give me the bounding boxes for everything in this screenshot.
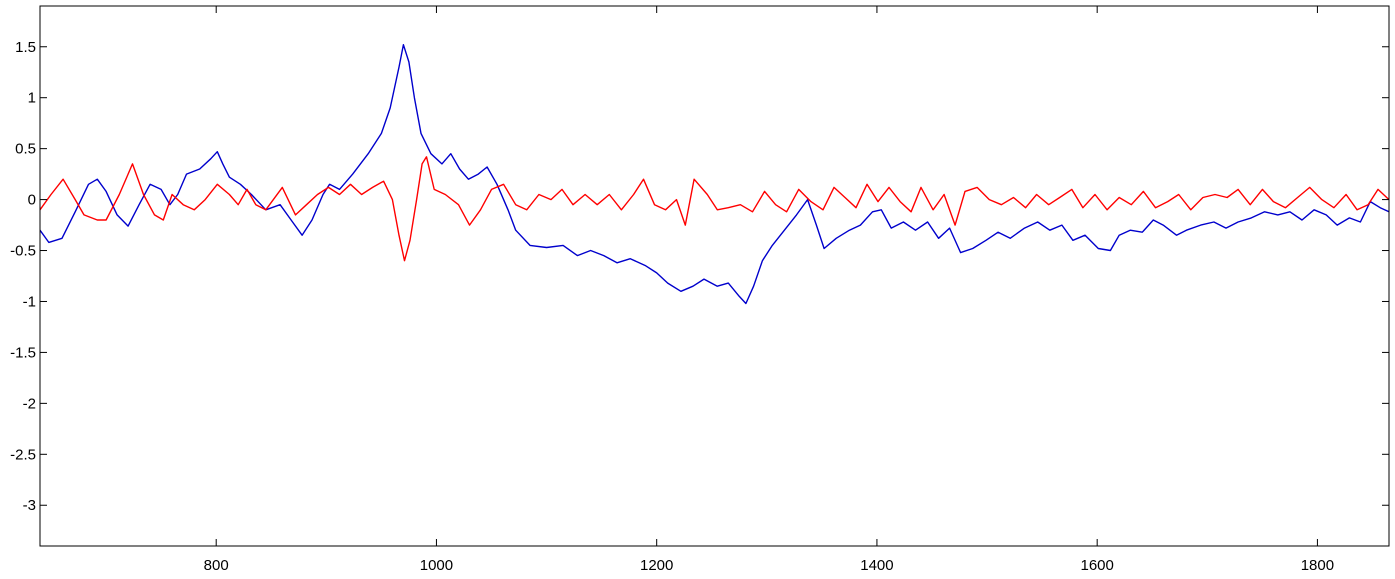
x-tick-label: 1400 (860, 557, 893, 574)
series-line-2 (39, 156, 1390, 262)
y-tick-label: -2 (23, 395, 36, 412)
y-tick-label: -1.5 (10, 344, 36, 361)
y-tick-label: 0.5 (15, 141, 36, 158)
series-layer (39, 44, 1390, 305)
y-tick-label: -0.5 (10, 243, 36, 260)
y-tick-label: -1 (23, 293, 36, 310)
y-tick-label: -3 (23, 497, 36, 514)
y-tick-label: -2.5 (10, 446, 36, 463)
y-tick-label: 0 (28, 192, 36, 209)
x-tick-label: 1000 (420, 557, 453, 574)
series-line-1 (39, 44, 1390, 305)
x-tick-label: 1200 (640, 557, 673, 574)
y-tick-label: 1.5 (15, 39, 36, 56)
axes-layer: 800 1000 1200 1400 1600 1800 1.5 1 0.5 0 -0.5 -1 -1.… (10, 6, 1389, 574)
x-tick-label: 800 (204, 557, 229, 574)
x-tick-label: 1600 (1080, 557, 1113, 574)
y-tick-label: 1 (28, 90, 36, 107)
plot-frame (39, 5, 1390, 547)
x-tick-label: 1800 (1301, 557, 1334, 574)
